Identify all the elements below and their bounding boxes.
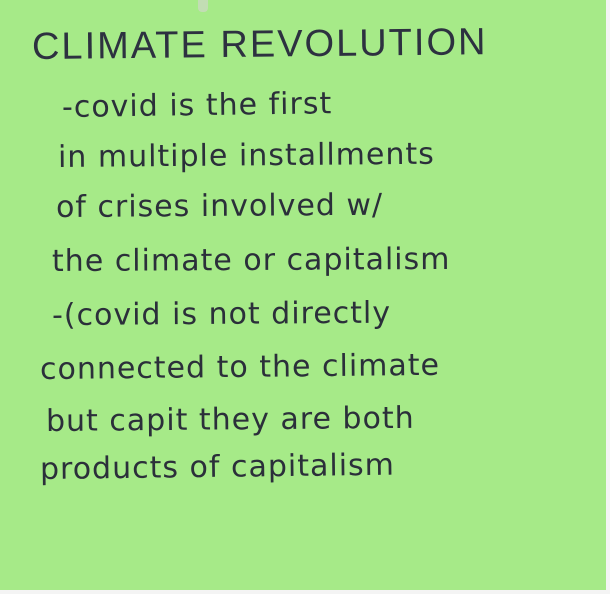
note-line: connected to the climate <box>39 347 441 387</box>
note-line: -covid is the first <box>61 86 333 125</box>
note-line: -(covid is not directly <box>51 295 392 333</box>
note-line: products of capitalism <box>39 447 396 487</box>
note-line: in multiple installments <box>57 136 435 175</box>
note-line: but capit they are both <box>45 400 415 439</box>
note-title: CLIMATE REVOLUTION <box>31 21 488 68</box>
note-line: of crises involved w/ <box>55 187 384 225</box>
paper-mark <box>198 0 208 12</box>
note-line: the climate or capitalism <box>51 241 451 279</box>
